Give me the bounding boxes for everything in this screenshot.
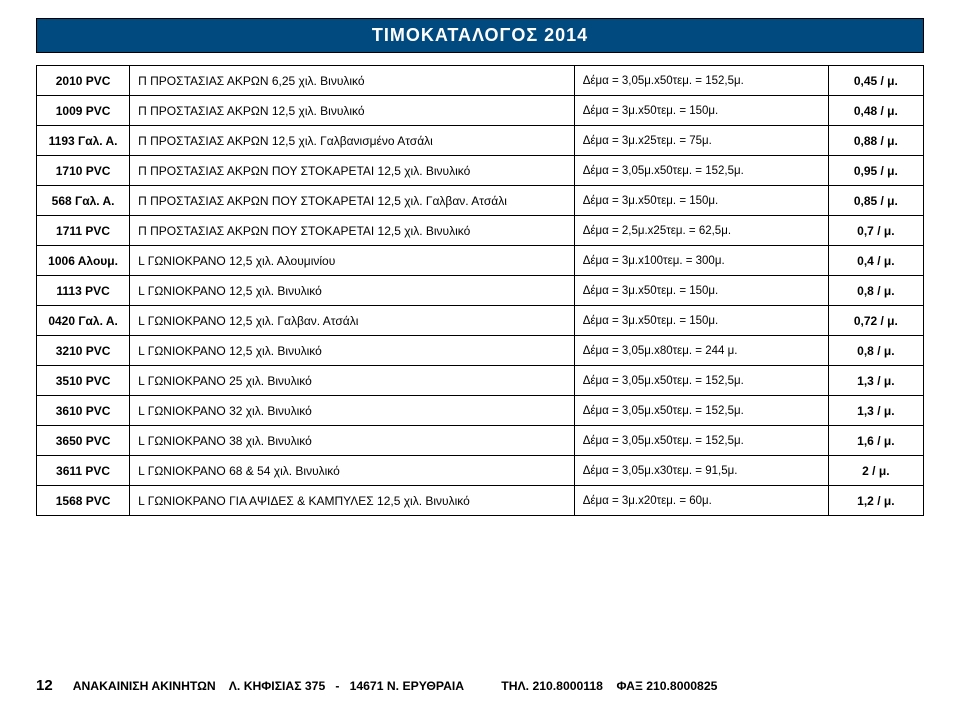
cell-packaging: Δέμα = 3μ.x20τεμ. = 60μ.	[574, 486, 828, 516]
cell-description: Π ΠΡΟΣΤΑΣΙΑΣ ΑΚΡΩΝ ΠΟΥ ΣΤΟΚΑΡΕΤΑΙ 12,5 χ…	[130, 216, 575, 246]
table-row: 1009 PVCΠ ΠΡΟΣΤΑΣΙΑΣ ΑΚΡΩΝ 12,5 χιλ. Βιν…	[37, 96, 924, 126]
cell-code: 3510 PVC	[37, 366, 130, 396]
cell-description: L ΓΩΝΙΟΚΡΑΝΟ 12,5 χιλ. Βινυλικό	[130, 336, 575, 366]
cell-packaging: Δέμα = 3μ.x25τεμ. = 75μ.	[574, 126, 828, 156]
cell-code: 2010 PVC	[37, 66, 130, 96]
cell-packaging: Δέμα = 2,5μ.x25τεμ. = 62,5μ.	[574, 216, 828, 246]
cell-price: 0,45 / μ.	[828, 66, 923, 96]
cell-price: 0,8 / μ.	[828, 276, 923, 306]
table-row: 1710 PVCΠ ΠΡΟΣΤΑΣΙΑΣ ΑΚΡΩΝ ΠΟΥ ΣΤΟΚΑΡΕΤΑ…	[37, 156, 924, 186]
cell-description: L ΓΩΝΙΟΚΡΑΝΟ 25 χιλ. Βινυλικό	[130, 366, 575, 396]
cell-code: 1711 PVC	[37, 216, 130, 246]
table-row: 3650 PVCL ΓΩΝΙΟΚΡΑΝΟ 38 χιλ. ΒινυλικόΔέμ…	[37, 426, 924, 456]
table-row: 1193 Γαλ. Α.Π ΠΡΟΣΤΑΣΙΑΣ ΑΚΡΩΝ 12,5 χιλ.…	[37, 126, 924, 156]
cell-description: Π ΠΡΟΣΤΑΣΙΑΣ ΑΚΡΩΝ 12,5 χιλ. Γαλβανισμέν…	[130, 126, 575, 156]
cell-code: 1006 Αλουμ.	[37, 246, 130, 276]
cell-packaging: Δέμα = 3,05μ.x80τεμ. = 244 μ.	[574, 336, 828, 366]
cell-packaging: Δέμα = 3μ.x50τεμ. = 150μ.	[574, 276, 828, 306]
cell-packaging: Δέμα = 3μ.x50τεμ. = 150μ.	[574, 186, 828, 216]
cell-description: L ΓΩΝΙΟΚΡΑΝΟ 38 χιλ. Βινυλικό	[130, 426, 575, 456]
cell-price: 0,95 / μ.	[828, 156, 923, 186]
cell-price: 0,7 / μ.	[828, 216, 923, 246]
cell-price: 0,48 / μ.	[828, 96, 923, 126]
price-table: 2010 PVCΠ ΠΡΟΣΤΑΣΙΑΣ ΑΚΡΩΝ 6,25 χιλ. Βιν…	[36, 65, 924, 516]
cell-code: 1710 PVC	[37, 156, 130, 186]
table-row: 3210 PVCL ΓΩΝΙΟΚΡΑΝΟ 12,5 χιλ. ΒινυλικόΔ…	[37, 336, 924, 366]
cell-code: 3210 PVC	[37, 336, 130, 366]
cell-description: Π ΠΡΟΣΤΑΣΙΑΣ ΑΚΡΩΝ ΠΟΥ ΣΤΟΚΑΡΕΤΑΙ 12,5 χ…	[130, 156, 575, 186]
cell-description: L ΓΩΝΙΟΚΡΑΝΟ ΓΙΑ ΑΨΙΔΕΣ & ΚΑΜΠΥΛΕΣ 12,5 …	[130, 486, 575, 516]
cell-description: L ΓΩΝΙΟΚΡΑΝΟ 32 χιλ. Βινυλικό	[130, 396, 575, 426]
table-row: 0420 Γαλ. Α.L ΓΩΝΙΟΚΡΑΝΟ 12,5 χιλ. Γαλβα…	[37, 306, 924, 336]
page-footer: 12 ΑΝΑΚΑΙΝΙΣΗ ΑΚΙΝΗΤΩΝ Λ. ΚΗΦΙΣΙΑΣ 375 -…	[36, 677, 924, 694]
cell-price: 0,8 / μ.	[828, 336, 923, 366]
cell-price: 1,3 / μ.	[828, 396, 923, 426]
cell-packaging: Δέμα = 3,05μ.x50τεμ. = 152,5μ.	[574, 426, 828, 456]
cell-packaging: Δέμα = 3,05μ.x50τεμ. = 152,5μ.	[574, 66, 828, 96]
cell-description: Π ΠΡΟΣΤΑΣΙΑΣ ΑΚΡΩΝ 6,25 χιλ. Βινυλικό	[130, 66, 575, 96]
table-row: 1711 PVCΠ ΠΡΟΣΤΑΣΙΑΣ ΑΚΡΩΝ ΠΟΥ ΣΤΟΚΑΡΕΤΑ…	[37, 216, 924, 246]
cell-description: L ΓΩΝΙΟΚΡΑΝΟ 12,5 χιλ. Γαλβαν. Ατσάλι	[130, 306, 575, 336]
table-row: 568 Γαλ. Α.Π ΠΡΟΣΤΑΣΙΑΣ ΑΚΡΩΝ ΠΟΥ ΣΤΟΚΑΡ…	[37, 186, 924, 216]
cell-price: 1,2 / μ.	[828, 486, 923, 516]
cell-code: 1568 PVC	[37, 486, 130, 516]
cell-code: 1009 PVC	[37, 96, 130, 126]
cell-price: 0,88 / μ.	[828, 126, 923, 156]
cell-code: 1193 Γαλ. Α.	[37, 126, 130, 156]
cell-packaging: Δέμα = 3,05μ.x30τεμ. = 91,5μ.	[574, 456, 828, 486]
cell-code: 568 Γαλ. Α.	[37, 186, 130, 216]
cell-code: 3650 PVC	[37, 426, 130, 456]
footer-text: ΑΝΑΚΑΙΝΙΣΗ ΑΚΙΝΗΤΩΝ Λ. ΚΗΦΙΣΙΑΣ 375 - 14…	[73, 679, 718, 693]
table-row: 3611 PVCL ΓΩΝΙΟΚΡΑΝΟ 68 & 54 χιλ. Βινυλι…	[37, 456, 924, 486]
cell-packaging: Δέμα = 3,05μ.x50τεμ. = 152,5μ.	[574, 156, 828, 186]
page-number: 12	[36, 677, 53, 694]
cell-description: Π ΠΡΟΣΤΑΣΙΑΣ ΑΚΡΩΝ ΠΟΥ ΣΤΟΚΑΡΕΤΑΙ 12,5 χ…	[130, 186, 575, 216]
cell-code: 1113 PVC	[37, 276, 130, 306]
cell-price: 0,72 / μ.	[828, 306, 923, 336]
cell-code: 0420 Γαλ. Α.	[37, 306, 130, 336]
table-row: 1568 PVCL ΓΩΝΙΟΚΡΑΝΟ ΓΙΑ ΑΨΙΔΕΣ & ΚΑΜΠΥΛ…	[37, 486, 924, 516]
cell-code: 3611 PVC	[37, 456, 130, 486]
cell-description: L ΓΩΝΙΟΚΡΑΝΟ 12,5 χιλ. Βινυλικό	[130, 276, 575, 306]
cell-description: Π ΠΡΟΣΤΑΣΙΑΣ ΑΚΡΩΝ 12,5 χιλ. Βινυλικό	[130, 96, 575, 126]
cell-description: L ΓΩΝΙΟΚΡΑΝΟ 12,5 χιλ. Αλουμινίου	[130, 246, 575, 276]
cell-price: 2 / μ.	[828, 456, 923, 486]
table-row: 1113 PVCL ΓΩΝΙΟΚΡΑΝΟ 12,5 χιλ. ΒινυλικόΔ…	[37, 276, 924, 306]
table-row: 3610 PVCL ΓΩΝΙΟΚΡΑΝΟ 32 χιλ. ΒινυλικόΔέμ…	[37, 396, 924, 426]
cell-price: 1,6 / μ.	[828, 426, 923, 456]
cell-packaging: Δέμα = 3,05μ.x50τεμ. = 152,5μ.	[574, 366, 828, 396]
cell-packaging: Δέμα = 3μ.x100τεμ. = 300μ.	[574, 246, 828, 276]
cell-packaging: Δέμα = 3,05μ.x50τεμ. = 152,5μ.	[574, 396, 828, 426]
cell-price: 0,4 / μ.	[828, 246, 923, 276]
cell-price: 1,3 / μ.	[828, 366, 923, 396]
page-title: ΤΙΜΟΚΑΤΑΛΟΓΟΣ 2014	[36, 18, 924, 53]
table-row: 1006 Αλουμ.L ΓΩΝΙΟΚΡΑΝΟ 12,5 χιλ. Αλουμι…	[37, 246, 924, 276]
cell-packaging: Δέμα = 3μ.x50τεμ. = 150μ.	[574, 306, 828, 336]
cell-code: 3610 PVC	[37, 396, 130, 426]
cell-description: L ΓΩΝΙΟΚΡΑΝΟ 68 & 54 χιλ. Βινυλικό	[130, 456, 575, 486]
table-row: 3510 PVCL ΓΩΝΙΟΚΡΑΝΟ 25 χιλ. ΒινυλικόΔέμ…	[37, 366, 924, 396]
cell-packaging: Δέμα = 3μ.x50τεμ. = 150μ.	[574, 96, 828, 126]
cell-price: 0,85 / μ.	[828, 186, 923, 216]
table-row: 2010 PVCΠ ΠΡΟΣΤΑΣΙΑΣ ΑΚΡΩΝ 6,25 χιλ. Βιν…	[37, 66, 924, 96]
